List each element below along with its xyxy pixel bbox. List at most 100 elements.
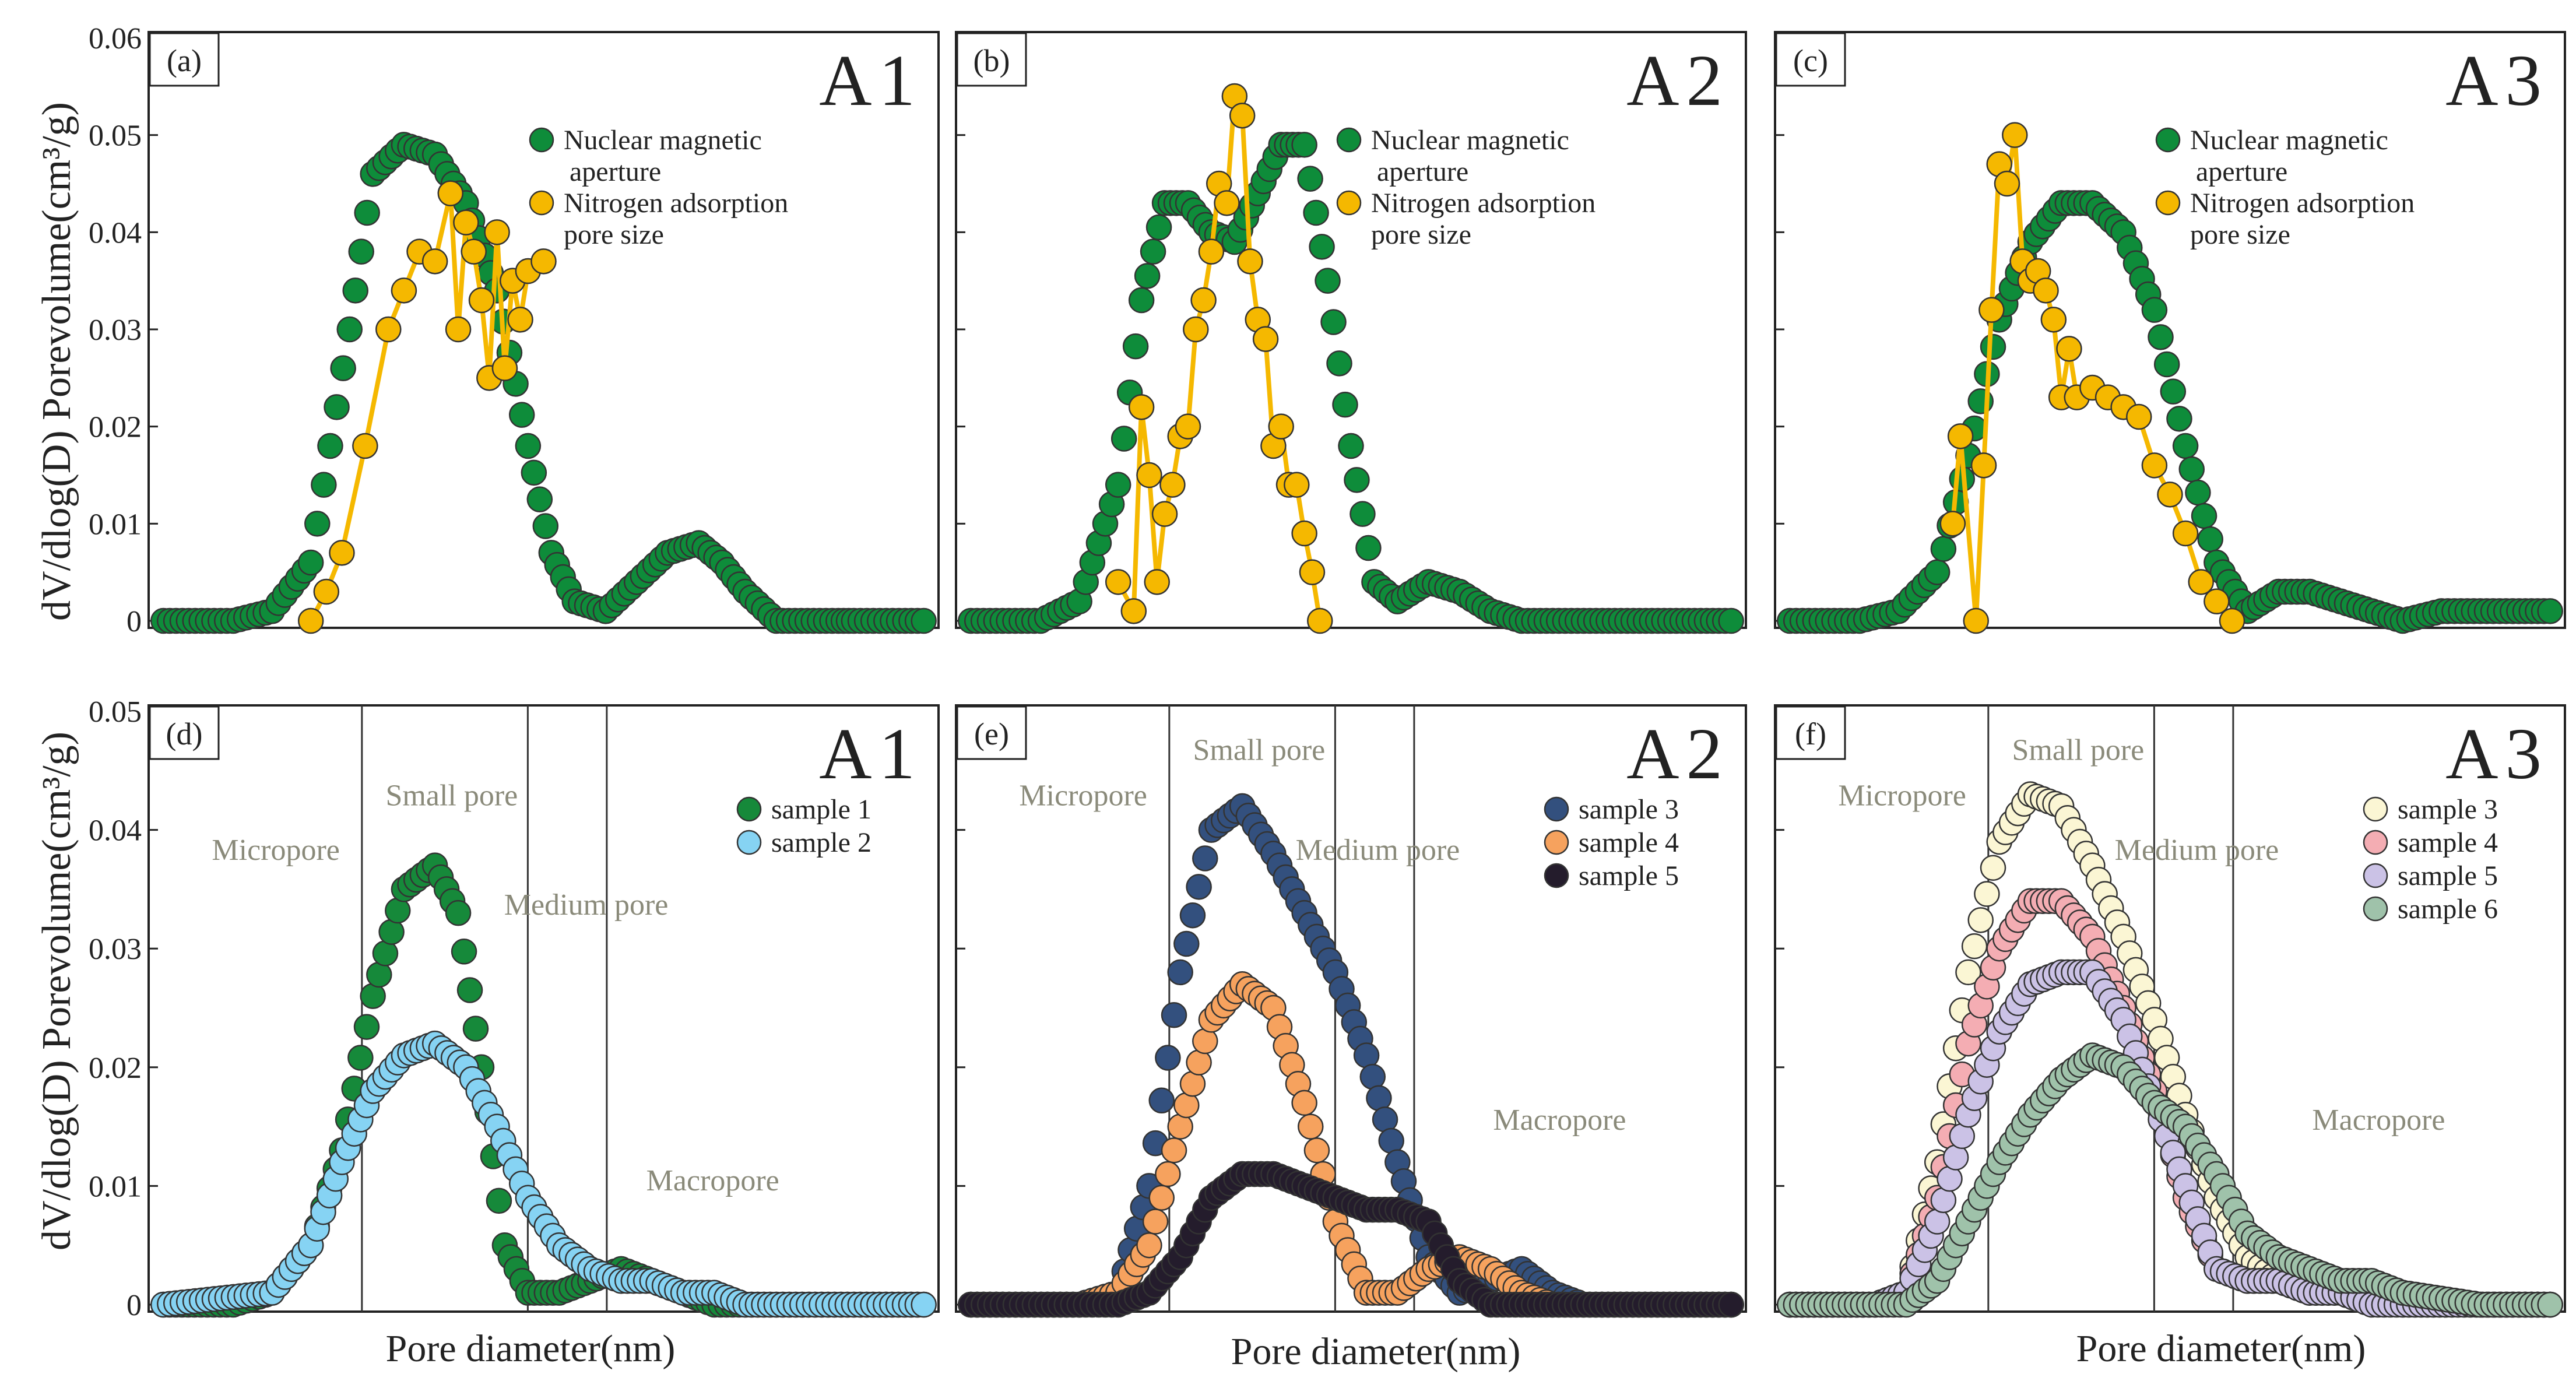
data-point xyxy=(486,1187,512,1214)
y-tick-label: 0.05 xyxy=(89,695,142,729)
data-point xyxy=(1930,536,1957,562)
y-tick-label: 0.04 xyxy=(89,814,142,848)
data-point xyxy=(911,1291,937,1318)
series-sample-2 xyxy=(150,1030,937,1318)
data-point xyxy=(1136,1232,1162,1259)
data-point xyxy=(1134,263,1161,289)
legend-label: sample 2 xyxy=(771,827,871,858)
data-point xyxy=(911,607,937,634)
data-point xyxy=(1974,881,2000,907)
data-point xyxy=(1136,462,1162,489)
data-point xyxy=(1190,287,1217,314)
data-point xyxy=(1186,874,1212,900)
legend-marker xyxy=(2363,830,2388,855)
legend-label: Nuclear magnetic xyxy=(1371,125,1569,156)
data-point xyxy=(1159,472,1186,498)
data-point xyxy=(1252,326,1279,352)
data-point xyxy=(297,549,324,576)
data-point xyxy=(521,459,547,486)
y-tick-label: 0.05 xyxy=(89,120,142,153)
data-point xyxy=(2191,503,2217,529)
series-nitrogen-adsorption-pore-size xyxy=(1105,83,1333,634)
data-point xyxy=(1155,1161,1181,1187)
data-point xyxy=(1939,511,1966,537)
data-point xyxy=(2126,403,2152,430)
data-point xyxy=(1980,333,2006,360)
data-point xyxy=(2197,526,2223,553)
panel-label: (b) xyxy=(974,43,1010,78)
x-axis-label-f: Pore diameter(nm) xyxy=(2076,1327,2366,1370)
data-point xyxy=(2153,351,2180,378)
panel-label: (e) xyxy=(974,716,1009,751)
data-point xyxy=(461,238,487,265)
data-point xyxy=(1344,467,1370,493)
region-label-macropore: Macropore xyxy=(2312,1104,2445,1137)
legend-label-cont: pore size xyxy=(2190,219,2290,250)
legend-marker xyxy=(2155,127,2181,153)
legend-marker xyxy=(2363,896,2388,922)
data-point xyxy=(1955,959,1981,986)
data-point xyxy=(1315,268,1341,294)
sample-label: A2 xyxy=(1626,41,1730,121)
data-point xyxy=(1145,214,1172,241)
sample-label: A3 xyxy=(2445,41,2549,121)
data-point xyxy=(2188,569,2214,595)
data-point xyxy=(456,977,483,1003)
region-label-macropore: Macropore xyxy=(1493,1104,1626,1137)
data-point xyxy=(336,316,363,343)
data-point xyxy=(1961,933,1988,960)
legend-marker xyxy=(1336,190,1362,216)
legend-label: Nitrogen adsorption xyxy=(564,188,788,219)
legend-label: Nuclear magnetic xyxy=(2190,125,2388,156)
data-point xyxy=(1718,1291,1744,1318)
data-point xyxy=(1192,845,1218,872)
data-point xyxy=(2002,122,2028,148)
legend-marker xyxy=(529,190,554,216)
legend-marker xyxy=(1544,796,1569,822)
panel-label-box xyxy=(1775,32,1846,87)
panel-label: (f) xyxy=(1795,716,1826,751)
data-point xyxy=(1298,1113,1324,1140)
panel-label-box xyxy=(956,705,1027,760)
data-point xyxy=(348,238,374,265)
data-point xyxy=(317,433,343,459)
data-point xyxy=(1179,902,1206,929)
data-point xyxy=(1161,1002,1187,1028)
data-point xyxy=(1105,569,1131,595)
data-point xyxy=(1326,350,1352,377)
data-point xyxy=(453,209,479,236)
data-point xyxy=(342,277,368,304)
data-point xyxy=(1924,559,1951,585)
data-point xyxy=(1967,907,1994,933)
y-tick-label: 0.01 xyxy=(89,508,142,541)
legend-marker xyxy=(1544,863,1569,888)
sample-label: A3 xyxy=(2445,714,2549,795)
data-point xyxy=(462,1015,489,1042)
data-point xyxy=(1155,1045,1181,1071)
data-point xyxy=(353,1014,380,1040)
series-nuclear-magnetic-aperture xyxy=(150,132,937,634)
data-point xyxy=(1175,413,1201,440)
series-sample-6 xyxy=(1777,1042,2563,1318)
sample-label: A2 xyxy=(1626,714,1730,795)
data-point xyxy=(1237,248,1263,275)
legend-marker xyxy=(529,127,554,153)
data-point xyxy=(468,287,495,314)
region-label-small-pore: Small pore xyxy=(386,779,518,813)
legend-marker xyxy=(2363,863,2388,888)
data-point xyxy=(391,277,417,304)
plot-frame xyxy=(955,31,1747,629)
legend-label: sample 1 xyxy=(771,794,871,825)
legend-marker xyxy=(736,796,762,822)
sample-label: A1 xyxy=(819,714,922,795)
panel-label: (c) xyxy=(1793,43,1828,78)
data-point xyxy=(354,199,380,226)
data-point xyxy=(1198,238,1225,265)
data-point xyxy=(2172,433,2199,459)
panel-f: Micropore Small pore Medium pore Macropore (… xyxy=(1774,704,2566,1318)
